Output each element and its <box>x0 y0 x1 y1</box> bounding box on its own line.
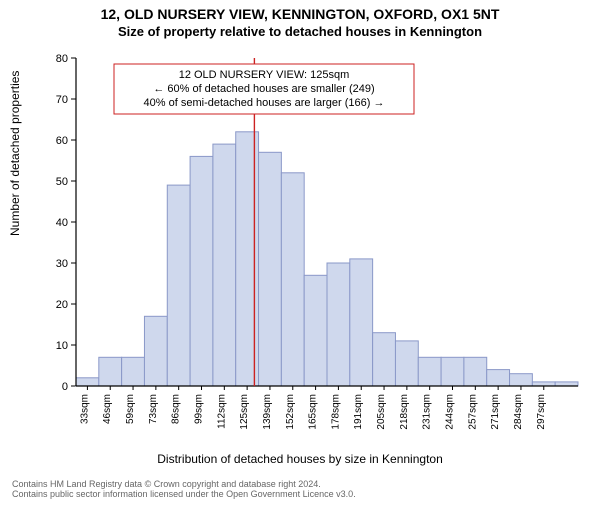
svg-text:257sqm: 257sqm <box>467 394 478 430</box>
svg-text:0: 0 <box>62 381 68 393</box>
svg-text:205sqm: 205sqm <box>376 394 387 430</box>
svg-text:40: 40 <box>56 217 68 229</box>
svg-text:80: 80 <box>56 54 68 65</box>
svg-text:10: 10 <box>56 340 68 352</box>
svg-text:12 OLD NURSERY VIEW: 125sqm: 12 OLD NURSERY VIEW: 125sqm <box>179 69 350 81</box>
svg-text:30: 30 <box>56 258 68 270</box>
footer-line-2: Contains public sector information licen… <box>12 490 356 500</box>
svg-text:178sqm: 178sqm <box>330 394 341 430</box>
svg-text:139sqm: 139sqm <box>262 394 273 430</box>
svg-text:112sqm: 112sqm <box>216 394 227 429</box>
svg-text:218sqm: 218sqm <box>399 394 410 430</box>
svg-text:73sqm: 73sqm <box>148 394 159 424</box>
footer-attribution: Contains HM Land Registry data © Crown c… <box>12 480 356 500</box>
svg-text:59sqm: 59sqm <box>125 394 136 424</box>
svg-text:284sqm: 284sqm <box>513 394 524 430</box>
svg-text:99sqm: 99sqm <box>194 394 205 424</box>
svg-text:40% of semi-detached houses ar: 40% of semi-detached houses are larger (… <box>144 97 385 109</box>
svg-text:86sqm: 86sqm <box>171 394 182 424</box>
title-subtitle: Size of property relative to detached ho… <box>0 24 600 40</box>
svg-text:50: 50 <box>56 176 68 188</box>
svg-text:46sqm: 46sqm <box>102 394 113 424</box>
svg-text:152sqm: 152sqm <box>285 394 296 430</box>
svg-text:231sqm: 231sqm <box>422 394 433 430</box>
svg-text:244sqm: 244sqm <box>445 394 456 430</box>
svg-text:297sqm: 297sqm <box>536 394 547 430</box>
svg-text:20: 20 <box>56 299 68 311</box>
svg-text:60: 60 <box>56 135 68 147</box>
svg-text:125sqm: 125sqm <box>239 394 250 430</box>
histogram-chart: 0 10 20 30 40 50 60 70 80 33sqm 46sqm 59sqm 73sqm 86s… <box>42 54 586 442</box>
svg-text:165sqm: 165sqm <box>308 394 319 430</box>
y-axis-label: Number of detached properties <box>8 71 22 236</box>
svg-text:191sqm: 191sqm <box>353 394 364 430</box>
title-address: 12, OLD NURSERY VIEW, KENNINGTON, OXFORD… <box>0 6 600 23</box>
svg-text:271sqm: 271sqm <box>490 394 501 430</box>
x-axis-label: Distribution of detached houses by size … <box>0 452 600 466</box>
svg-text:70: 70 <box>56 94 68 106</box>
svg-text:33sqm: 33sqm <box>79 394 90 424</box>
svg-text:← 60% of detached houses are s: ← 60% of detached houses are smaller (24… <box>153 83 374 95</box>
